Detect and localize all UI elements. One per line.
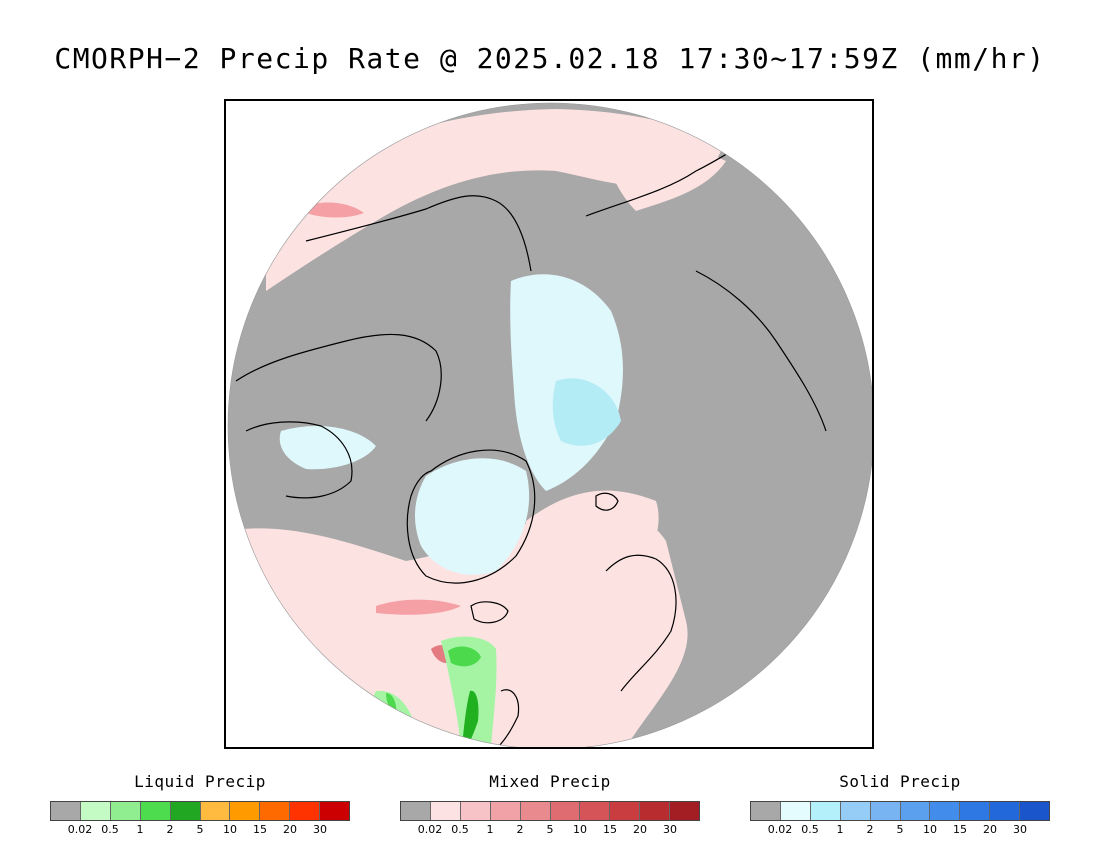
legend-tick-label: 10 — [923, 823, 937, 836]
legend-swatch — [290, 802, 321, 820]
legend-swatch — [930, 802, 961, 820]
legend-swatch — [51, 802, 81, 820]
mixed-precip-north-pacific — [266, 109, 726, 291]
legend-tick-label: 20 — [633, 823, 647, 836]
legend-swatch — [320, 802, 350, 820]
legend-swatch — [140, 802, 171, 820]
legend-swatch — [401, 802, 431, 820]
liquid-precip-core — [448, 646, 481, 667]
legend-tick-label: 20 — [983, 823, 997, 836]
legend-swatch — [230, 802, 261, 820]
legend-liquid-precip: Liquid Precip 0.02 0.5 1 2 5 10 15 20 30 — [50, 772, 350, 837]
legend-swatch — [840, 802, 871, 820]
legend-swatch — [870, 802, 901, 820]
legend-tick-label: 5 — [896, 823, 904, 836]
coastline-hudson-bay — [245, 421, 353, 499]
legend-tick-label: 0.5 — [101, 823, 119, 836]
legend-swatch — [810, 802, 841, 820]
legend-tick-labels: 0.02 0.5 1 2 5 10 15 20 30 — [750, 823, 1050, 837]
mixed-precip-band-atlantic — [376, 599, 461, 615]
legend-swatch — [490, 802, 521, 820]
legend-swatch — [640, 802, 671, 820]
legend-tick-label: 0.5 — [801, 823, 819, 836]
legend-tick-label: 1 — [136, 823, 144, 836]
mixed-precip-bering-sea — [606, 146, 726, 211]
legend-swatch — [170, 802, 201, 820]
legend-swatch — [670, 802, 700, 820]
legend-swatch — [430, 802, 461, 820]
legend-tick-labels: 0.02 0.5 1 2 5 10 15 20 30 — [50, 823, 350, 837]
legend-swatch — [260, 802, 291, 820]
coastline-greenland — [406, 449, 536, 584]
coastline-canada-arctic — [235, 333, 442, 422]
coastline-british-isles — [497, 689, 520, 747]
legend-tick-label: 30 — [663, 823, 677, 836]
legend-tick-labels: 0.02 0.5 1 2 5 10 15 20 30 — [400, 823, 700, 837]
legend-swatch — [780, 802, 811, 820]
legend-tick-label: 5 — [196, 823, 204, 836]
legend-tick-label: 1 — [486, 823, 494, 836]
legend-tick-label: 2 — [866, 823, 874, 836]
legend-colorbar — [400, 801, 700, 821]
legend-swatch — [960, 802, 991, 820]
legend-tick-label: 2 — [166, 823, 174, 836]
solid-precip-hudson-bay — [279, 426, 376, 470]
mixed-precip-band-pacific — [306, 202, 364, 218]
solid-precip-greenland — [414, 458, 530, 575]
legend-swatch — [200, 802, 231, 820]
legend-tick-label: 0.02 — [417, 823, 443, 836]
map-disc-edge — [227, 102, 872, 747]
legend-tick-label: 0.5 — [451, 823, 469, 836]
legend-mixed-precip: Mixed Precip 0.02 0.5 1 2 5 10 15 20 30 — [400, 772, 700, 837]
legend-tick-label: 15 — [953, 823, 967, 836]
legend-title: Mixed Precip — [489, 772, 611, 791]
coastline-svalbard — [595, 492, 619, 511]
legend-tick-label: 10 — [223, 823, 237, 836]
polar-stereographic-map — [227, 102, 872, 747]
plot-title: CMORPH−2 Precip Rate @ 2025.02.18 17:30~… — [54, 42, 1046, 75]
legend-swatch — [751, 802, 781, 820]
legend-swatch — [80, 802, 111, 820]
legend-title: Solid Precip — [839, 772, 961, 791]
legend-tick-label: 15 — [253, 823, 267, 836]
legend-tick-label: 2 — [516, 823, 524, 836]
legend-title: Liquid Precip — [134, 772, 266, 791]
legend-tick-label: 15 — [603, 823, 617, 836]
coastline-alaska — [305, 195, 532, 272]
liquid-precip-streak — [462, 690, 479, 747]
legend-tick-label: 0.02 — [767, 823, 793, 836]
legend-swatch — [900, 802, 931, 820]
legend-tick-label: 10 — [573, 823, 587, 836]
coastline-russia-north — [695, 270, 827, 432]
legend-colorbar — [50, 801, 350, 821]
legend-tick-label: 20 — [283, 823, 297, 836]
legend-swatch — [520, 802, 551, 820]
solid-precip-greenland-sea — [552, 378, 621, 446]
legend-tick-label: 30 — [313, 823, 327, 836]
legend-tick-label: 5 — [546, 823, 554, 836]
legend-tick-label: 0.02 — [67, 823, 93, 836]
coastline-scandinavia — [605, 554, 677, 692]
legend-swatch — [580, 802, 611, 820]
legend-swatch — [110, 802, 141, 820]
coastline-iceland — [470, 601, 509, 624]
legend-swatch — [550, 802, 581, 820]
legend-tick-label: 30 — [1013, 823, 1027, 836]
legend-swatch — [990, 802, 1021, 820]
coastlines — [235, 130, 827, 747]
legend-tick-label: 1 — [836, 823, 844, 836]
legend-solid-precip: Solid Precip 0.02 0.5 1 2 5 10 15 20 30 — [750, 772, 1050, 837]
legend-swatch — [1020, 802, 1050, 820]
legend-swatch — [460, 802, 491, 820]
mixed-precip-norwegian-sea — [524, 490, 659, 661]
legend-swatch — [610, 802, 641, 820]
legend-colorbar — [750, 801, 1050, 821]
polar-map-frame — [224, 99, 874, 749]
